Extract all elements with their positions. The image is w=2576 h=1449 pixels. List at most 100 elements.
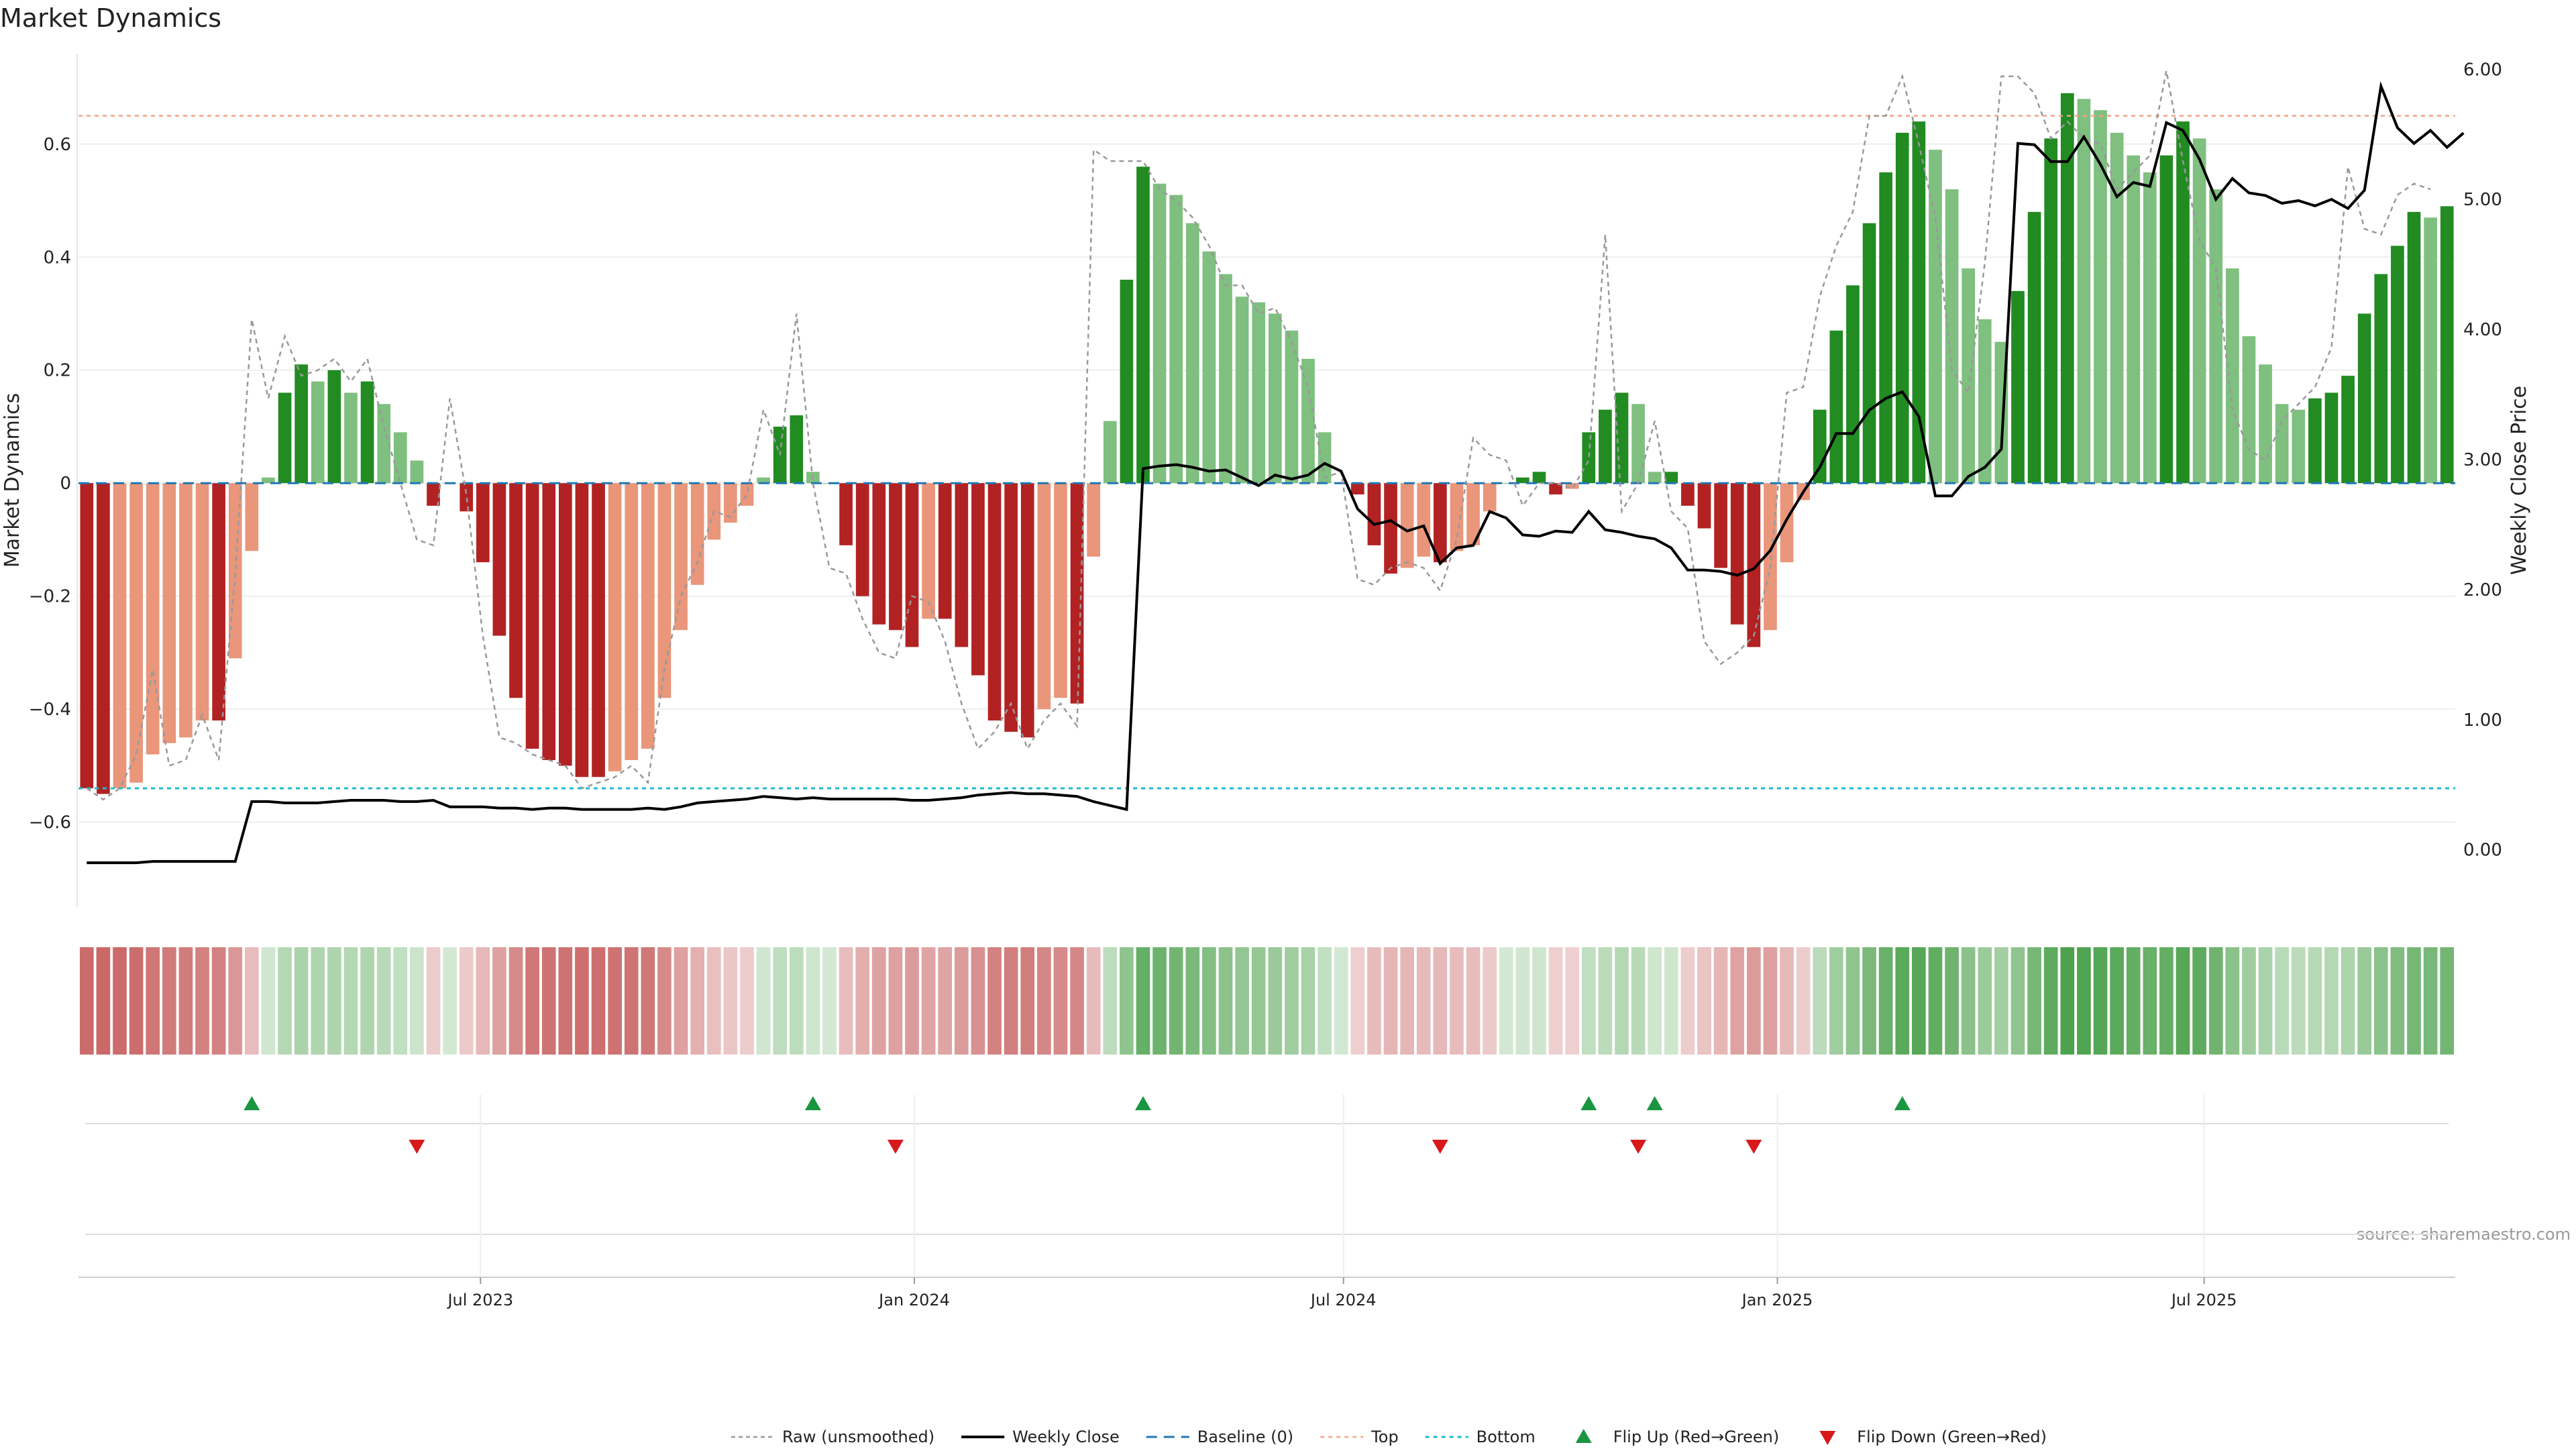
dynamics-bar [1384, 483, 1397, 574]
dynamics-bar [1054, 483, 1067, 698]
strip-cell [723, 947, 738, 1055]
dynamics-bar [2027, 211, 2041, 484]
dynamics-bar [2110, 132, 2124, 484]
legend: Raw (unsmoothed) Weekly Close Baseline (0)… [731, 1428, 2047, 1446]
legend-label: Weekly Close [1012, 1428, 1120, 1446]
strip-cell [1978, 947, 1992, 1055]
dynamics-bar [1301, 358, 1315, 484]
dynamics-bar [2077, 99, 2091, 484]
strip-cell [1845, 947, 1860, 1055]
dynamics-bar [1466, 483, 1480, 545]
dynamics-bar [2159, 155, 2174, 484]
dynamics-bar [1664, 472, 1678, 484]
dynamics-bar [2060, 93, 2074, 484]
dynamics-bar [1730, 483, 1744, 625]
legend-label: Raw (unsmoothed) [782, 1428, 934, 1446]
strip-cell [146, 947, 160, 1055]
dynamics-bar [1962, 268, 1976, 484]
strip-cell [2077, 947, 2091, 1055]
dynamics-bar [690, 483, 704, 585]
right-tick-label: 5.00 [2463, 190, 2502, 210]
strip-cell [228, 947, 243, 1055]
strip-cell [410, 947, 424, 1055]
dynamics-bar [608, 483, 622, 771]
dynamics-bar [1615, 392, 1629, 484]
strip-cell [261, 947, 276, 1055]
dynamics-bar [212, 483, 225, 721]
strip-cell [2341, 947, 2355, 1055]
dynamics-bar [427, 483, 440, 506]
dynamics-bar [1516, 477, 1529, 484]
strip-cell [1746, 947, 1761, 1055]
strip-cell [1713, 947, 1728, 1055]
strip-cell [1235, 947, 1249, 1055]
flip-markers [244, 1096, 1911, 1154]
strip-cell [2043, 947, 2058, 1055]
strip-cell [575, 947, 589, 1055]
dynamics-bar [1599, 409, 1612, 484]
strip-cell [2390, 947, 2405, 1055]
strip-cell [2110, 947, 2124, 1055]
reference-lines [78, 115, 2455, 790]
dynamics-bar [971, 483, 985, 676]
strip-cell [1383, 947, 1398, 1055]
date-tick-label: Jul 2024 [1309, 1291, 1377, 1309]
strip-cell [2275, 947, 2289, 1055]
strip-cell [905, 947, 919, 1055]
legend-label: Top [1371, 1428, 1399, 1446]
strip-cell [1631, 947, 1646, 1055]
dynamics-bar [278, 392, 292, 484]
dynamics-bar [2143, 172, 2157, 484]
flip-up-marker [804, 1096, 821, 1110]
strip-cell [1615, 947, 1629, 1055]
dynamics-bar [2391, 246, 2404, 484]
dynamics-bar [839, 483, 853, 545]
dynamics-bar [492, 483, 506, 636]
strip-cell [2324, 947, 2339, 1055]
dynamics-bar [2374, 274, 2388, 484]
dynamics-bar [2407, 211, 2421, 484]
strip-cell [954, 947, 969, 1055]
strip-cell [1648, 947, 1662, 1055]
dynamics-bar [757, 477, 770, 484]
dynamics-bar [113, 483, 127, 789]
strip-cell [1961, 947, 1976, 1055]
strip-cell [1070, 947, 1084, 1055]
dynamics-bar [228, 483, 242, 659]
date-tick-label: Jan 2024 [877, 1291, 950, 1309]
strip-cell [1895, 947, 1910, 1055]
strip-cell [2407, 947, 2421, 1055]
dynamics-bar [327, 370, 341, 484]
dynamics-bar [2044, 138, 2058, 484]
strip-cell [1466, 947, 1481, 1055]
dynamics-bar [1185, 223, 1199, 484]
flip-down-marker [887, 1140, 904, 1154]
dynamics-bar [558, 483, 572, 766]
strip-cell [211, 947, 226, 1055]
dynamics-bar [1235, 297, 1249, 484]
dynamics-bar [1879, 172, 1892, 484]
dynamics-bar [1400, 483, 1414, 568]
strip-cell [674, 947, 688, 1055]
dynamics-bar [1764, 483, 1777, 631]
strip-cell [1813, 947, 1827, 1055]
strip-cell [1367, 947, 1381, 1055]
dynamics-bar [162, 483, 176, 743]
date-tick-label: Jul 2025 [2170, 1291, 2237, 1309]
right-tick-label: 3.00 [2463, 450, 2502, 470]
dynamics-bar [2357, 313, 2371, 484]
dynamics-bar [1499, 483, 1513, 484]
strip-cell [343, 947, 358, 1055]
strip-cell [525, 947, 539, 1055]
strip-cell [96, 947, 111, 1055]
dynamics-bar [790, 415, 804, 484]
dynamics-bar [97, 483, 110, 794]
dynamics-bar [1631, 404, 1645, 484]
strip-cell [2126, 947, 2141, 1055]
strip-cell [311, 947, 325, 1055]
flip-down-marker [409, 1140, 425, 1154]
strip-cell [393, 947, 408, 1055]
dynamics-bar [1252, 302, 1266, 484]
dynamics-bar [1169, 195, 1183, 484]
strip-cell [1763, 947, 1778, 1055]
